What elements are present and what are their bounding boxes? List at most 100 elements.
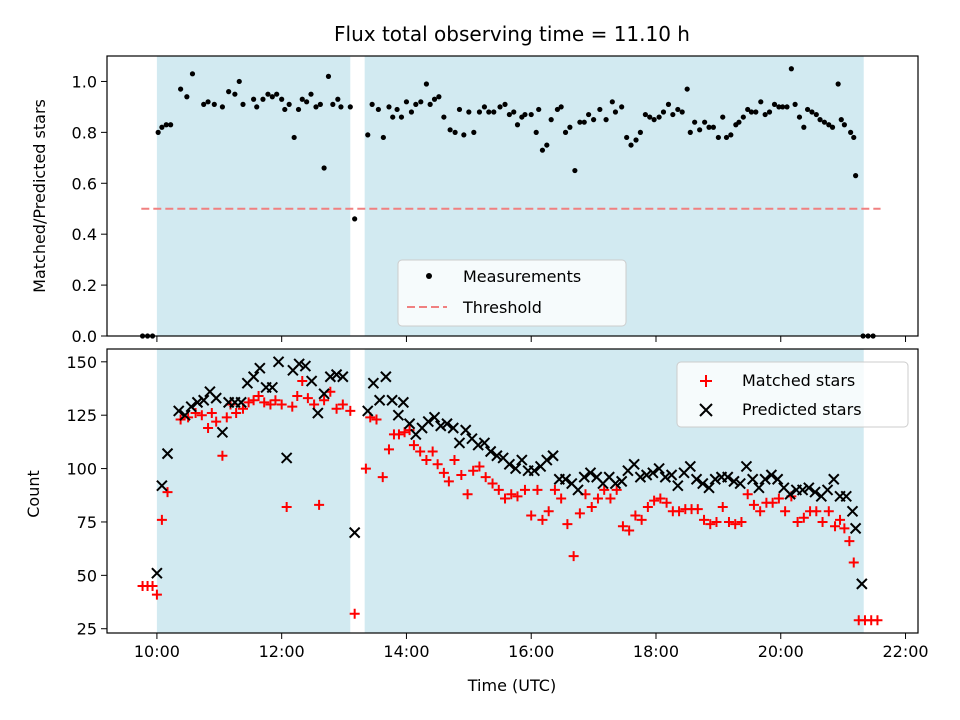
matched-star-point [692, 504, 703, 515]
y-tick-label: 0.8 [72, 123, 97, 142]
matched-star-point [780, 506, 791, 517]
measurement-point [304, 99, 310, 105]
measurement-point [236, 78, 242, 85]
predicted-star-point [803, 482, 815, 494]
measurement-point [514, 122, 521, 128]
matched-star-point [592, 493, 603, 504]
matched-star-point [399, 427, 410, 438]
predicted-star-point [435, 420, 447, 432]
predicted-star-point [609, 477, 622, 490]
measurement-point [375, 106, 381, 113]
measurement-point [841, 122, 847, 128]
measurement-point [486, 109, 492, 115]
measurement-point [506, 111, 512, 118]
predicted-star-point [509, 462, 522, 475]
measurement-point [758, 99, 764, 105]
y-tick-label: 0.4 [72, 225, 97, 244]
matched-star-point [415, 446, 426, 457]
measurement-point [338, 104, 344, 110]
predicted-star-point [266, 381, 279, 394]
measurement-point [586, 111, 592, 118]
matched-star-point [287, 401, 298, 412]
matched-star-point [586, 502, 597, 513]
measurement-point [497, 104, 503, 110]
predicted-star-point [503, 458, 516, 471]
matched-star-point [438, 467, 449, 478]
matched-star-point [377, 472, 388, 483]
matched-star-point [574, 508, 585, 519]
legend-predicted-label: Predicted stars [742, 400, 862, 419]
matched-star-point [360, 463, 371, 474]
x-tick-label: 22:00 [882, 642, 928, 661]
matched-star-point [549, 484, 560, 495]
predicted-star-point [254, 362, 266, 374]
measurement-point [413, 101, 419, 107]
measurement-point [184, 94, 190, 100]
bottom-y-axis-label: Count [24, 470, 43, 518]
matched-star-point [568, 551, 579, 562]
x-axis-label: Time (UTC) [467, 676, 556, 695]
predicted-star-point [210, 392, 222, 404]
bottom-legend: Matched stars Predicted stars [676, 361, 909, 428]
measurement-point [427, 101, 433, 107]
matched-star-point [221, 412, 232, 423]
matched-star-point [636, 514, 647, 525]
measurement-point [660, 109, 667, 115]
matched-star-point [642, 502, 653, 513]
matched-star-point [500, 493, 511, 504]
predicted-star-point [453, 437, 466, 449]
y-tick-label: 0.6 [72, 174, 97, 193]
predicted-star-point [796, 484, 809, 496]
matched-star-point [705, 519, 716, 530]
measurement-point [771, 101, 778, 107]
measurement-point [577, 119, 583, 125]
measurement-point [205, 99, 211, 105]
legend-matched-marker [700, 375, 712, 387]
measurement-point [286, 101, 292, 107]
predicted-star-point [337, 371, 349, 383]
measurement-point [603, 117, 609, 123]
predicted-star-point [840, 490, 852, 503]
measurement-point [461, 132, 467, 138]
predicted-star-point [161, 447, 174, 460]
y-tick-label: 150 [66, 353, 97, 372]
matched-star-point [748, 499, 759, 510]
measurement-point [609, 99, 615, 105]
measurement-point [736, 119, 742, 125]
matched-star-point [736, 516, 747, 527]
measurement-point [240, 101, 246, 107]
predicted-star-point [312, 407, 324, 419]
measurement-point [684, 86, 690, 92]
y-tick-label: 25 [77, 620, 97, 639]
measurement-point [637, 129, 643, 135]
predicted-star-point [293, 358, 305, 370]
measurement-point [211, 101, 217, 107]
measurement-point [291, 134, 297, 141]
predicted-star-point [634, 471, 647, 483]
measurement-point [826, 122, 832, 128]
predicted-star-point [151, 567, 163, 579]
measurement-point [254, 104, 260, 110]
matched-star-point [755, 506, 766, 517]
top-panel: 0.0 0.2 0.4 0.6 0.8 1.0 Matched/Predicted sta… [30, 55, 919, 346]
matched-star-point [314, 499, 325, 510]
measurement-point [491, 109, 497, 115]
measurement-point [168, 122, 174, 128]
measurement-point [476, 109, 483, 115]
bottom-legend-box [676, 361, 909, 428]
measurement-point [801, 124, 807, 130]
predicted-star-point [367, 377, 380, 389]
matched-star-point [151, 589, 162, 600]
measurement-point [788, 66, 794, 72]
predicted-star-point [156, 479, 168, 492]
measurement-point [313, 104, 319, 110]
measurement-point [471, 129, 477, 135]
predicted-star-point [330, 368, 343, 381]
y-tick-label: 0.0 [72, 327, 97, 346]
matched-star-point [844, 536, 855, 547]
measurement-point [796, 114, 803, 120]
measurement-point [279, 96, 285, 102]
matched-star-point [711, 516, 722, 527]
measurement-point [265, 91, 271, 97]
predicted-star-point [856, 578, 868, 590]
